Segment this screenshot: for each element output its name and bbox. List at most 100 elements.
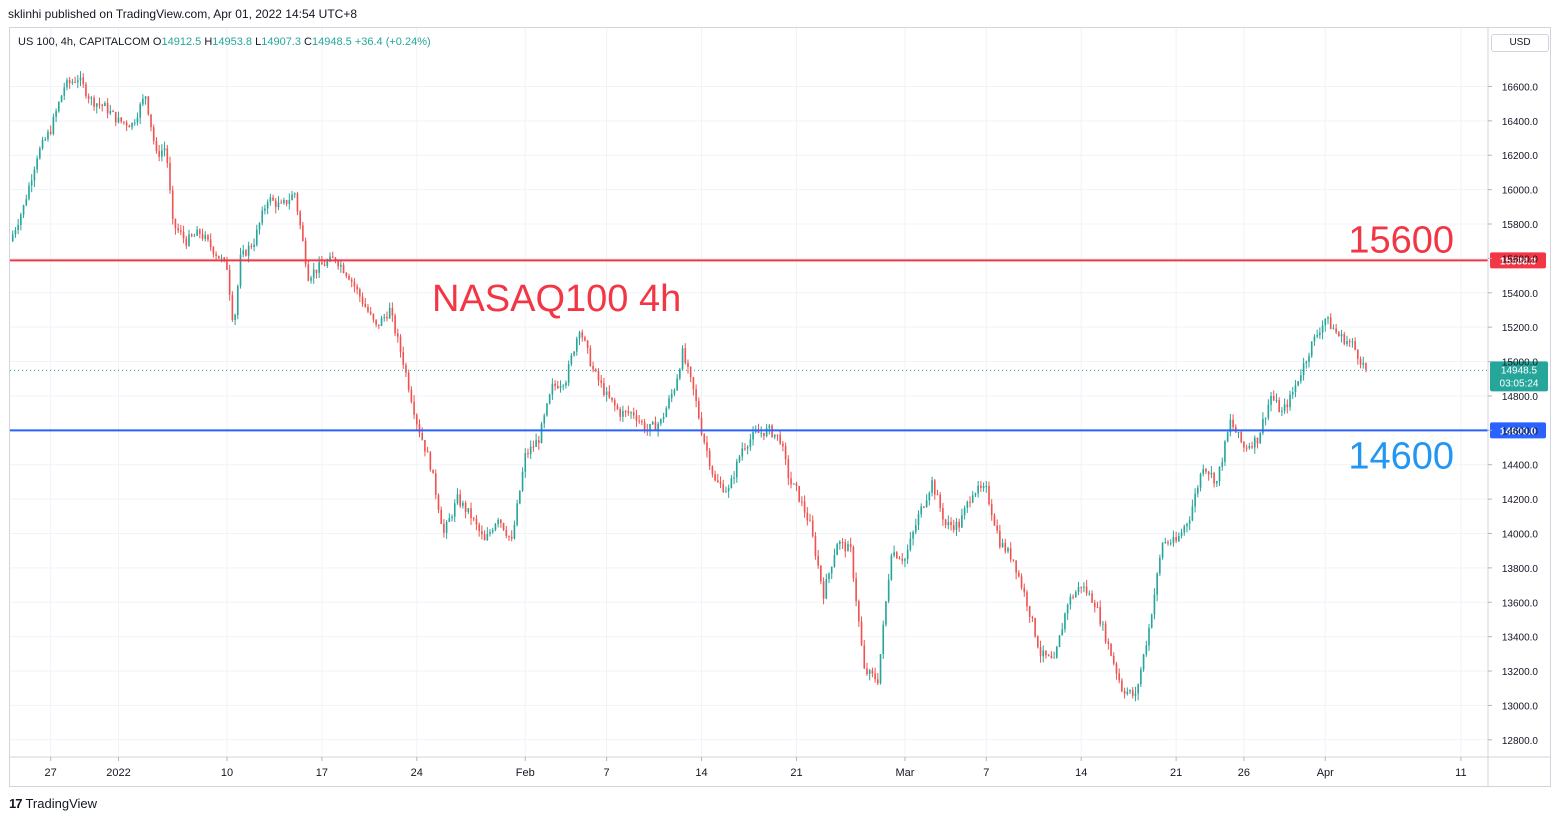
candle-body: [760, 432, 763, 434]
x-tick-label: 2022: [106, 767, 130, 779]
candle-body: [795, 483, 798, 486]
candle-body: [337, 261, 339, 267]
ohlc-legend: US 100, 4h, CAPITALCOM O14912.5 H14953.8…: [18, 36, 431, 48]
candle-body: [1180, 532, 1183, 536]
candle-body: [82, 77, 85, 85]
candle-body: [304, 240, 307, 265]
candle-body: [329, 256, 331, 262]
candle-body: [1178, 535, 1180, 542]
candle-body: [163, 148, 166, 151]
candle-body: [589, 348, 592, 367]
candle-body: [402, 352, 405, 365]
x-tick-label: 14: [1075, 767, 1087, 779]
candle-body: [830, 566, 833, 574]
candle-body: [684, 348, 687, 363]
candle-body: [74, 81, 76, 83]
candle-body: [901, 559, 904, 561]
y-tick-label: 13600.0: [1502, 598, 1539, 609]
candle-body: [310, 277, 312, 281]
candle-body: [1264, 417, 1267, 419]
candle-body: [1150, 614, 1153, 628]
candle-body: [478, 524, 480, 532]
candle-body: [1286, 404, 1289, 408]
candle-body: [1107, 641, 1110, 644]
candle-body: [47, 131, 49, 140]
candle-body: [1164, 541, 1167, 543]
candle-body: [177, 228, 179, 231]
candle-body: [860, 621, 863, 646]
y-tick-label: 15400.0: [1502, 289, 1539, 300]
candle-body: [481, 531, 483, 535]
candle-body: [49, 131, 52, 134]
candle-body: [1294, 385, 1297, 393]
candle-body: [592, 366, 594, 370]
candle-body: [1148, 627, 1150, 646]
candle-body: [226, 259, 228, 270]
price-axis[interactable]: 12800.0 13000.0 13200.0 13400.0 13600.0 13800…: [1487, 28, 1539, 786]
candle-body: [307, 264, 310, 281]
candle-body: [719, 482, 722, 485]
candle-body: [364, 303, 367, 307]
candle-body: [570, 355, 573, 365]
symbol-label[interactable]: US 100, 4h, CAPITALCOM: [18, 36, 150, 48]
candle-body: [600, 380, 603, 383]
candle-body: [196, 229, 198, 236]
candle-body: [706, 442, 708, 451]
candle-body: [318, 262, 320, 273]
candle-body: [556, 385, 559, 389]
candle-body: [1018, 572, 1020, 577]
candle-body: [1131, 690, 1134, 696]
candle-body: [1031, 616, 1034, 619]
last-price-tag-bg: [1490, 361, 1548, 392]
candle-body: [1259, 432, 1262, 444]
candle-body: [55, 111, 57, 117]
chart-frame[interactable]: [9, 27, 1551, 787]
candle-body: [630, 412, 632, 414]
candle-body: [464, 502, 467, 512]
candle-body: [1126, 691, 1129, 694]
x-tick-label: Feb: [516, 767, 535, 779]
candle-body: [1310, 341, 1313, 356]
tradingview-footer[interactable]: 17 TradingView: [9, 796, 97, 811]
candle-body: [866, 668, 868, 674]
candle-body: [928, 492, 931, 501]
level-price-tag: 14600.0: [1500, 426, 1537, 437]
candle-body: [369, 311, 372, 314]
candle-body: [1085, 586, 1088, 594]
candle-body: [1055, 646, 1058, 658]
candle-body: [356, 286, 358, 290]
candle-body: [155, 140, 158, 152]
candle-body: [302, 225, 304, 241]
candle-body: [727, 488, 730, 492]
candle-body: [969, 501, 971, 503]
candle-body: [1343, 334, 1346, 345]
candle-body: [749, 439, 752, 447]
candle-body: [418, 424, 421, 434]
candle-body: [180, 230, 182, 232]
candle-body: [266, 202, 269, 209]
candle-body: [622, 410, 624, 417]
candle-body: [1129, 690, 1131, 692]
candle-body: [1297, 381, 1299, 386]
candle-body: [573, 351, 575, 356]
candle-body: [1199, 474, 1202, 488]
candle-body: [87, 96, 90, 99]
candle-body: [367, 306, 369, 312]
candle-body: [548, 394, 551, 404]
candle-body: [733, 477, 735, 479]
candle-body: [475, 518, 478, 525]
x-tick-label: 21: [1170, 767, 1182, 779]
candle-body: [207, 235, 209, 240]
candle-body: [36, 158, 38, 170]
candle-body: [529, 446, 532, 455]
candle-body: [1197, 487, 1199, 494]
candle-body: [98, 103, 101, 105]
time-axis[interactable]: 27 2022 10 17 24 Feb 7 14 21 Mar 7 14 21 26 Apr 11: [10, 756, 1550, 779]
candle-body: [1091, 593, 1093, 603]
candle-body: [193, 235, 196, 237]
candle-body: [958, 521, 960, 528]
candle-body: [101, 104, 104, 107]
currency-button[interactable]: USD: [1491, 34, 1549, 52]
x-tick-label: 10: [221, 767, 233, 779]
